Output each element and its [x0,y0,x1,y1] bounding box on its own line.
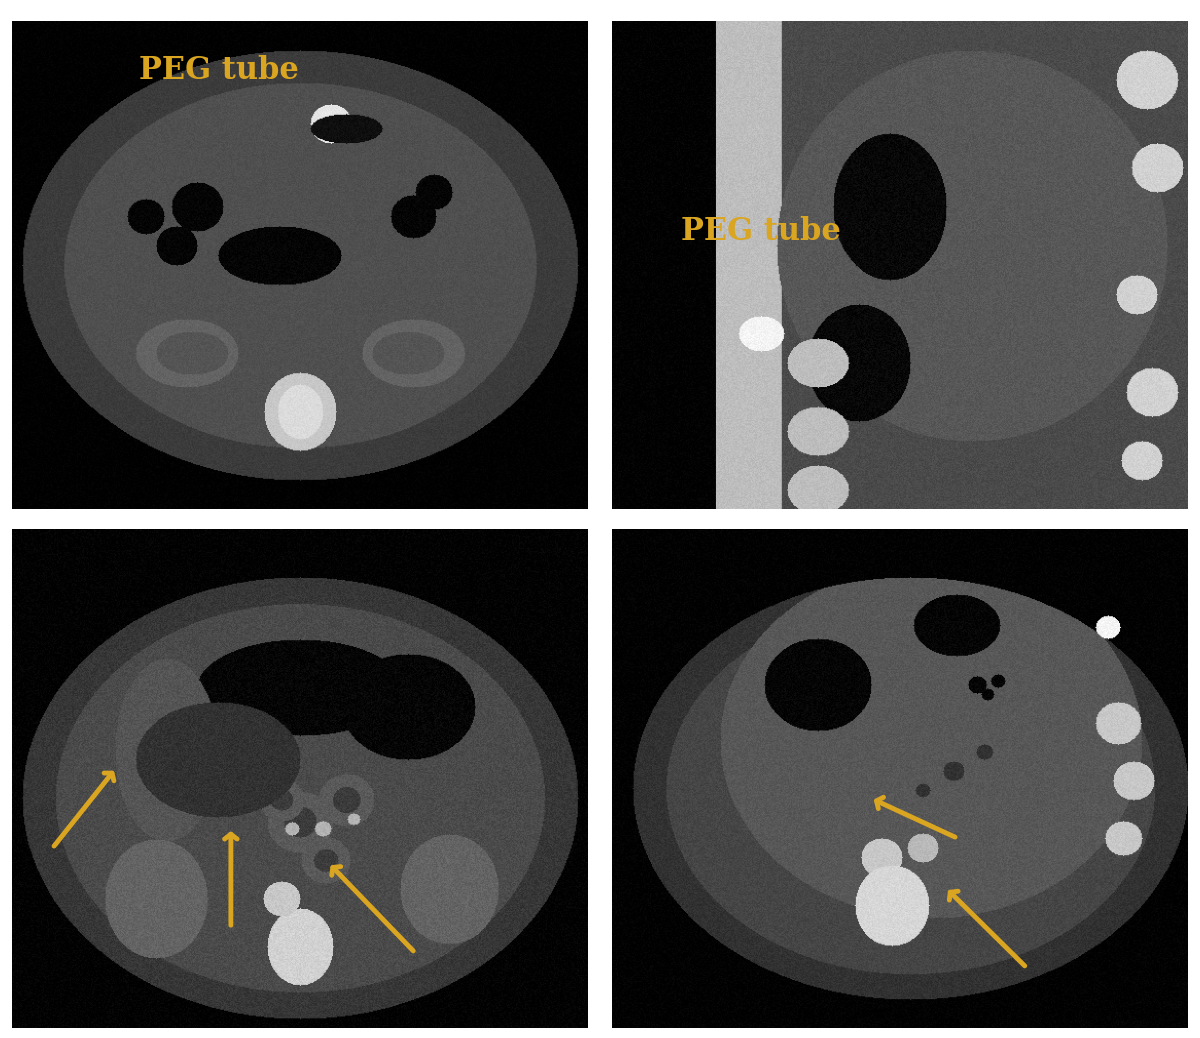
Text: PEG tube: PEG tube [139,55,299,86]
Text: PEG tube: PEG tube [682,216,841,247]
